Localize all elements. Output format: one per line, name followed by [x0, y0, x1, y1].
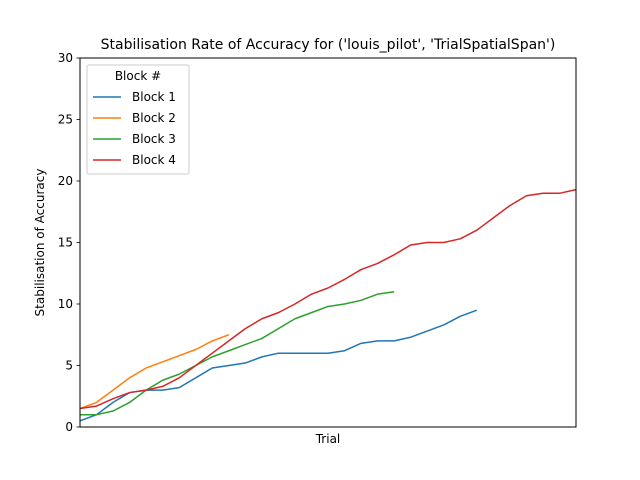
- x-axis-label: Trial: [315, 432, 341, 446]
- y-tick-label: 15: [58, 236, 73, 250]
- series-line-block-1: [79, 309, 478, 422]
- series-line-block-3: [80, 290, 395, 416]
- y-tick-label: 25: [58, 113, 73, 127]
- series-line-block-2: [79, 334, 230, 410]
- legend-label-block-3: Block 3: [132, 132, 176, 146]
- y-tick-label: 0: [65, 420, 73, 434]
- legend-box: [86, 64, 190, 175]
- legend-label-block-2: Block 2: [132, 111, 176, 125]
- y-axis-ticks: 0 5 10 15 20 25 30: [58, 51, 80, 434]
- legend-label-block-4: Block 4: [132, 153, 176, 167]
- y-axis-label: Stabilisation of Accuracy: [33, 169, 47, 317]
- y-tick-label: 20: [58, 174, 73, 188]
- y-tick-label: 5: [65, 359, 73, 373]
- legend-label-block-1: Block 1: [132, 90, 176, 104]
- legend: Block # Block 1 Block 2 Block 3 Block 4: [86, 64, 190, 175]
- series-line-block-4: [79, 188, 577, 410]
- series-lines: [79, 188, 577, 422]
- y-tick-label: 10: [58, 297, 73, 311]
- legend-title: Block #: [115, 69, 161, 83]
- chart-title: Stabilisation Rate of Accuracy for ('lou…: [101, 37, 556, 53]
- y-tick-label: 30: [58, 51, 73, 65]
